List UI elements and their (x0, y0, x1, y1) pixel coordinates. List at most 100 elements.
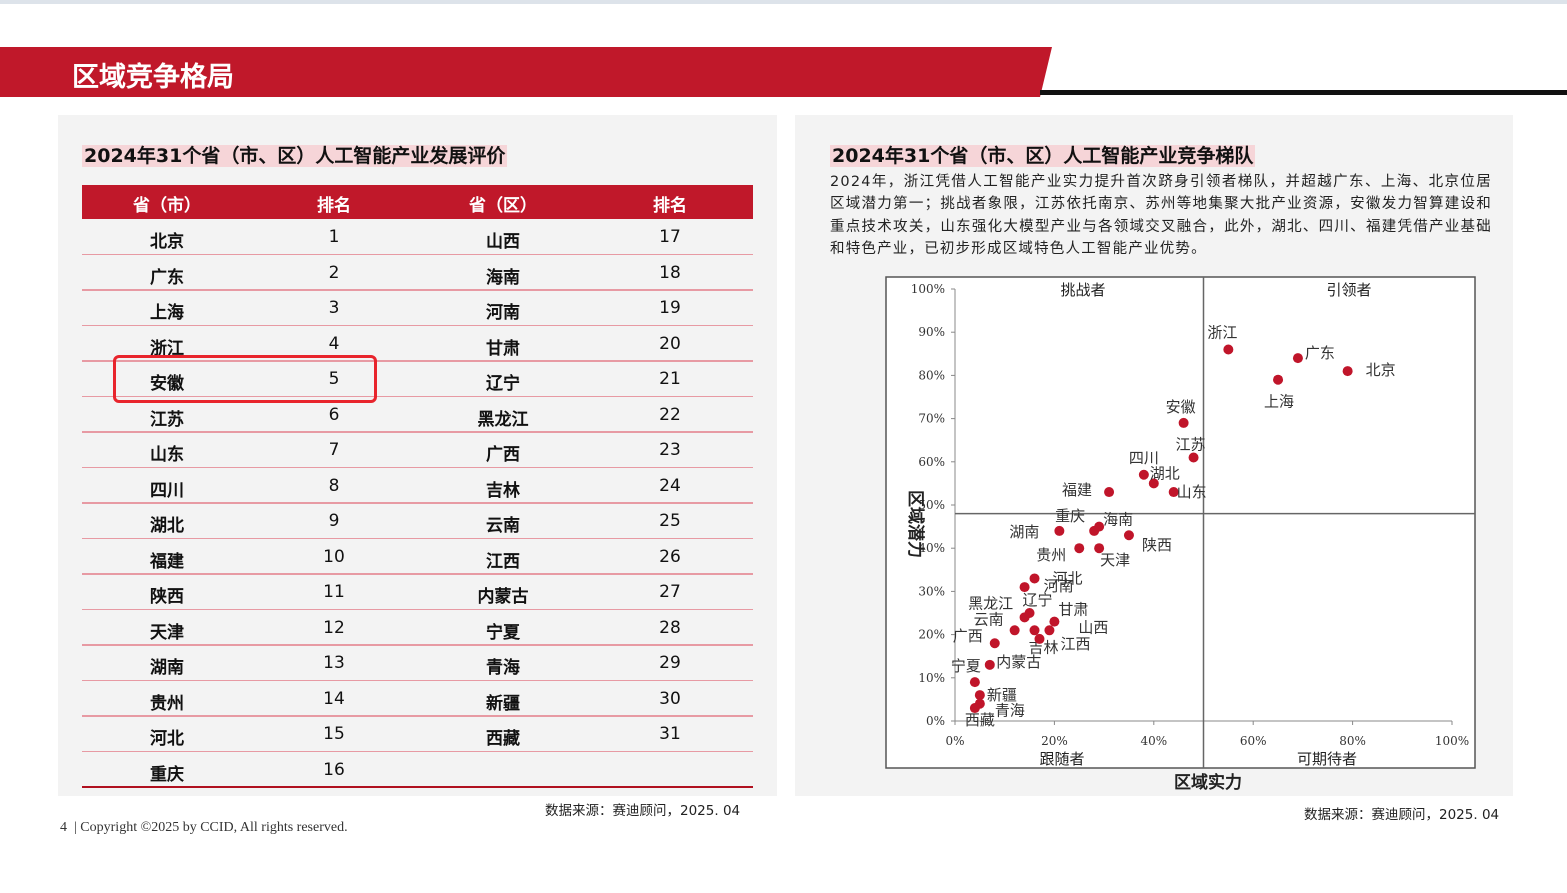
table-cell: 青海 (486, 658, 520, 678)
page-title: 区域竞争格局 (72, 62, 234, 93)
row-rule (82, 324, 753, 326)
column-header: 省（市） (133, 196, 201, 216)
table-cell: 宁夏 (486, 622, 520, 643)
column-header: 排名 (653, 196, 687, 216)
point (1074, 543, 1085, 554)
point (1094, 543, 1105, 554)
table-cell: 山西 (486, 232, 520, 252)
point-label: 西藏 (965, 711, 995, 729)
table-cell: 20 (659, 333, 681, 354)
point-label: 海南 (1103, 511, 1133, 529)
point (1342, 366, 1353, 377)
point-label: 广东 (1305, 344, 1335, 362)
point-label: 上海 (1264, 393, 1294, 411)
left-title: 2024年31个省（市、区）人工智能产业发展评价 (82, 145, 508, 167)
table-cell: 18 (659, 262, 681, 283)
table-cell: 7 (328, 440, 340, 460)
table-cell: 贵州 (150, 693, 184, 714)
point-label: 河南 (1044, 577, 1074, 595)
y-tick-label: 80% (918, 368, 945, 382)
point-label: 福建 (1062, 481, 1092, 499)
quadrant-label: 引领者 (1326, 281, 1371, 299)
table-cell: 9 (328, 511, 340, 531)
table-cell: 1 (328, 227, 340, 247)
row-rule (82, 502, 753, 504)
table-cell: 15 (323, 724, 345, 744)
point-label: 江苏 (1176, 435, 1206, 453)
point-label: 重庆 (1055, 507, 1085, 525)
left-panel (58, 115, 777, 796)
table-cell: 14 (323, 688, 345, 709)
table-cell: 31 (659, 724, 681, 744)
table-cell: 24 (659, 475, 681, 496)
y-tick-label: 90% (918, 325, 945, 339)
point-label: 吉林 (1029, 638, 1059, 656)
footer: 4 | Copyright ©2025 by CCID, All rights … (60, 820, 348, 836)
point-label: 辽宁 (1023, 591, 1053, 609)
row-rule (82, 679, 753, 681)
point (984, 659, 995, 670)
left-source: 数据来源：赛迪顾问，2025. 04 (545, 803, 741, 819)
x-tick-label: 80% (1339, 734, 1366, 748)
y-tick-label: 40% (918, 541, 945, 555)
table-cell: 28 (659, 617, 681, 638)
table-cell: 11 (323, 582, 345, 602)
table-cell: 重庆 (150, 764, 184, 785)
row-rule (82, 573, 753, 575)
table-cell: 陕西 (150, 587, 184, 607)
point (1029, 625, 1040, 636)
table-cell: 江西 (486, 551, 520, 572)
point-label: 浙江 (1207, 323, 1237, 341)
table-cell: 福建 (150, 551, 184, 572)
point (974, 690, 985, 701)
point-label: 江西 (1060, 635, 1090, 653)
point-label: 青海 (995, 702, 1025, 720)
point (1034, 633, 1045, 644)
point (1178, 417, 1189, 428)
table-cell: 河北 (150, 729, 184, 749)
table-cell: 广西 (486, 445, 520, 465)
point-label: 宁夏 (951, 657, 981, 675)
x-tick-label: 60% (1240, 734, 1267, 748)
table-cell: 北京 (150, 232, 184, 252)
y-tick-label: 10% (918, 671, 945, 685)
column-header: 省（区） (469, 196, 537, 216)
right-source: 数据来源：赛迪顾问，2025. 04 (1304, 807, 1500, 823)
table-cell: 2 (328, 262, 340, 283)
y-tick-label: 20% (918, 628, 945, 642)
row-rule (82, 289, 753, 291)
table-cell: 19 (659, 298, 681, 318)
row-rule (82, 644, 753, 646)
table-cell: 25 (659, 511, 681, 531)
row-rule (82, 431, 753, 433)
point-label: 北京 (1366, 361, 1396, 379)
y-tick-label: 70% (918, 412, 945, 426)
table-cell: 甘肃 (486, 338, 520, 359)
point-label: 甘肃 (1058, 601, 1088, 619)
right-title-wrap: 2024年31个省（市、区）人工智能产业竞争梯队 (830, 141, 1256, 168)
table-cell: 29 (659, 653, 681, 673)
highlight-box (113, 355, 377, 403)
point-label: 天津 (1100, 551, 1130, 569)
table-cell: 内蒙古 (477, 587, 529, 607)
y-tick-label: 30% (918, 584, 945, 598)
point (1054, 525, 1065, 536)
quadrant-label: 挑战者 (1060, 281, 1105, 299)
point-label: 湖北 (1150, 464, 1180, 482)
table-cell: 13 (323, 653, 345, 673)
point (1223, 344, 1234, 355)
point (1104, 487, 1115, 498)
banner-rule (1040, 90, 1567, 95)
table-cell: 4 (328, 333, 340, 354)
table-cell: 8 (328, 475, 340, 496)
point (1168, 487, 1179, 498)
row-rule (82, 750, 753, 752)
table-cell: 5 (328, 369, 340, 389)
table-cell: 新疆 (486, 693, 520, 714)
row-rule (82, 395, 753, 397)
point-label: 四川 (1129, 449, 1159, 467)
y-axis-title: 区域潜力 (905, 490, 926, 558)
table-cell: 12 (323, 617, 345, 638)
x-tick-label: 20% (1041, 734, 1068, 748)
point (969, 677, 980, 688)
